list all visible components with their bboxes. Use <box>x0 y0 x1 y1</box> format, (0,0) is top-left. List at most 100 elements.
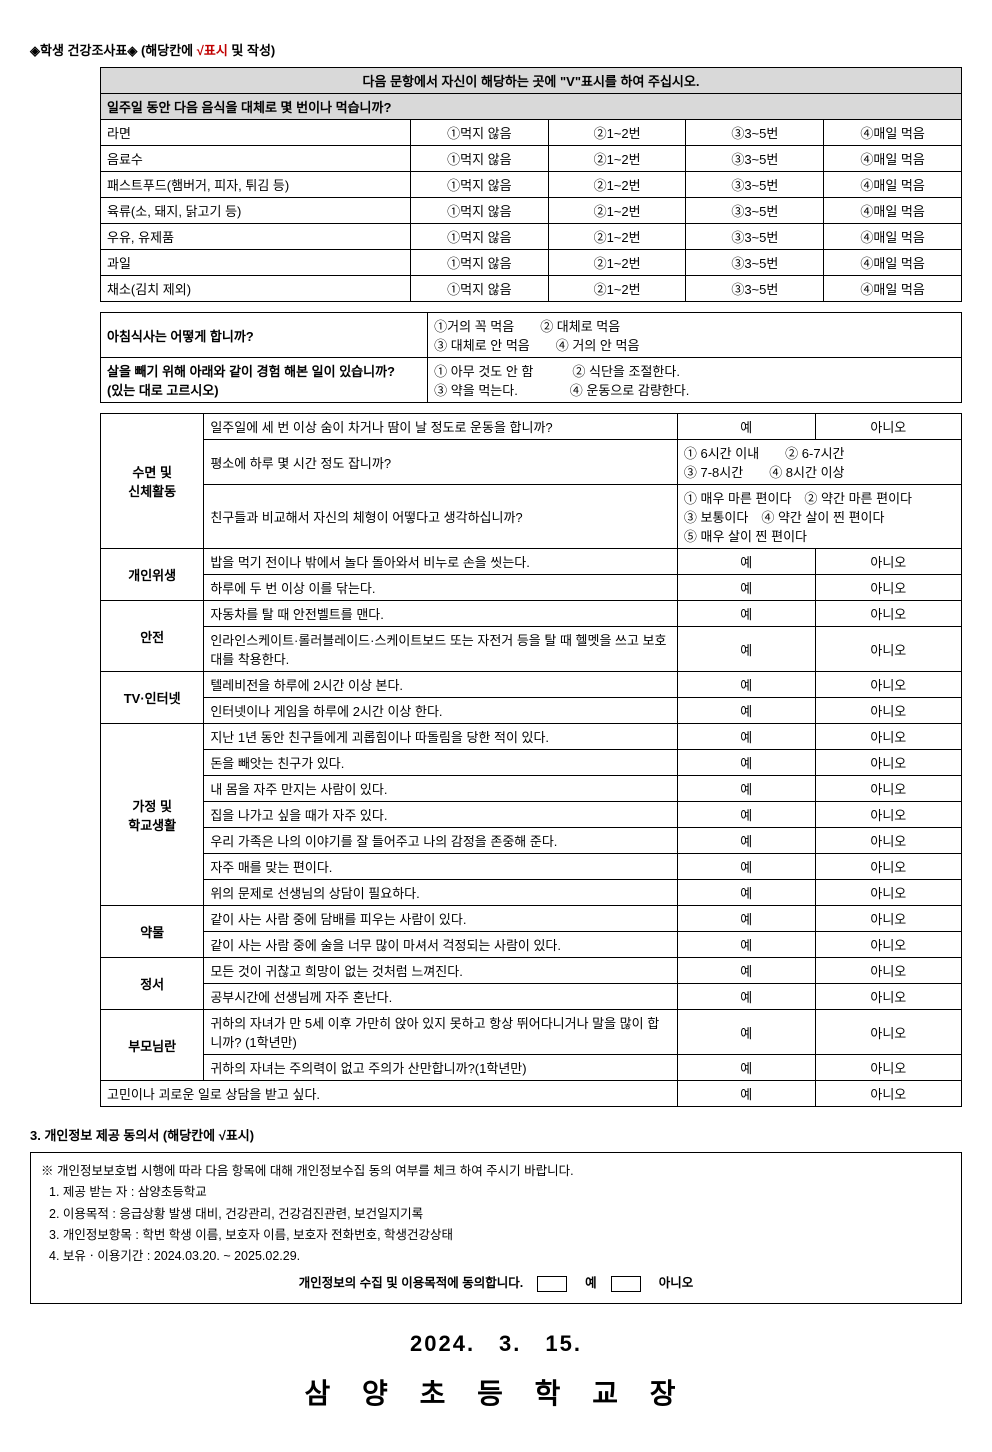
food-option[interactable]: ②1~2번 <box>548 172 686 198</box>
answer-yes[interactable]: 예 <box>677 601 815 627</box>
food-option[interactable]: ①먹지 않음 <box>410 120 548 146</box>
food-option[interactable]: ③3~5번 <box>686 146 824 172</box>
answer-yes[interactable]: 예 <box>677 802 815 828</box>
food-option[interactable]: ②1~2번 <box>548 224 686 250</box>
category-label: 약물 <box>101 906 204 958</box>
consent-yes-checkbox[interactable] <box>537 1276 567 1292</box>
answer-options[interactable]: ① 매우 마른 편이다 ② 약간 마른 편이다 ③ 보통이다 ④ 약간 살이 찐… <box>677 485 961 549</box>
consent-yes-label: 예 <box>585 1273 597 1294</box>
answer-yes[interactable]: 예 <box>677 906 815 932</box>
answer-no[interactable]: 아니오 <box>815 414 961 440</box>
answer-no[interactable]: 아니오 <box>815 880 961 906</box>
survey-question: 인터넷이나 게임을 하루에 2시간 이상 한다. <box>204 698 678 724</box>
food-option[interactable]: ④매일 먹음 <box>824 120 962 146</box>
food-option[interactable]: ③3~5번 <box>686 224 824 250</box>
answer-no[interactable]: 아니오 <box>815 802 961 828</box>
answer-no[interactable]: 아니오 <box>815 724 961 750</box>
answer-no[interactable]: 아니오 <box>815 906 961 932</box>
answer-options[interactable]: ① 6시간 이내 ② 6-7시간 ③ 7-8시간 ④ 8시간 이상 <box>677 440 961 485</box>
answer-yes[interactable]: 예 <box>677 1010 815 1055</box>
breakfast-diet-table: 아침식사는 어떻게 합니까? ①거의 꼭 먹음 ② 대체로 먹음 ③ 대체로 안… <box>100 312 962 403</box>
food-option[interactable]: ②1~2번 <box>548 146 686 172</box>
answer-no[interactable]: 아니오 <box>815 698 961 724</box>
answer-yes[interactable]: 예 <box>677 932 815 958</box>
food-option[interactable]: ④매일 먹음 <box>824 224 962 250</box>
answer-yes[interactable]: 예 <box>677 627 815 672</box>
food-option[interactable]: ③3~5번 <box>686 276 824 302</box>
consent-no-checkbox[interactable] <box>611 1276 641 1292</box>
survey-question: 같이 사는 사람 중에 담배를 피우는 사람이 있다. <box>204 906 678 932</box>
survey-question: 공부시간에 선생님께 자주 혼난다. <box>204 984 678 1010</box>
answer-no[interactable]: 아니오 <box>815 958 961 984</box>
answer-no[interactable]: 아니오 <box>815 1081 961 1107</box>
food-option[interactable]: ④매일 먹음 <box>824 250 962 276</box>
food-option[interactable]: ①먹지 않음 <box>410 146 548 172</box>
answer-no[interactable]: 아니오 <box>815 575 961 601</box>
answer-no[interactable]: 아니오 <box>815 549 961 575</box>
answer-no[interactable]: 아니오 <box>815 601 961 627</box>
answer-yes[interactable]: 예 <box>677 724 815 750</box>
answer-yes[interactable]: 예 <box>677 414 815 440</box>
answer-no[interactable]: 아니오 <box>815 627 961 672</box>
answer-no[interactable]: 아니오 <box>815 672 961 698</box>
survey-question: 자동차를 탈 때 안전벨트를 맨다. <box>204 601 678 627</box>
food-option[interactable]: ①먹지 않음 <box>410 276 548 302</box>
t2-q2: 살을 빼기 위해 아래와 같이 경험 해본 일이 있습니까? (있는 대로 고르… <box>101 358 428 403</box>
food-option[interactable]: ①먹지 않음 <box>410 172 548 198</box>
answer-no[interactable]: 아니오 <box>815 1055 961 1081</box>
food-option[interactable]: ①먹지 않음 <box>410 250 548 276</box>
category-label: 안전 <box>101 601 204 672</box>
food-option[interactable]: ④매일 먹음 <box>824 146 962 172</box>
answer-yes[interactable]: 예 <box>677 984 815 1010</box>
answer-yes[interactable]: 예 <box>677 549 815 575</box>
answer-no[interactable]: 아니오 <box>815 854 961 880</box>
consent-item: 3. 개인정보항목 : 학번 학생 이름, 보호자 이름, 보호자 전화번호, … <box>49 1225 951 1246</box>
answer-yes[interactable]: 예 <box>677 828 815 854</box>
answer-yes[interactable]: 예 <box>677 575 815 601</box>
food-option[interactable]: ③3~5번 <box>686 172 824 198</box>
answer-no[interactable]: 아니오 <box>815 1010 961 1055</box>
survey-question: 텔레비전을 하루에 2시간 이상 본다. <box>204 672 678 698</box>
answer-yes[interactable]: 예 <box>677 958 815 984</box>
food-option[interactable]: ②1~2번 <box>548 198 686 224</box>
food-option[interactable]: ②1~2번 <box>548 276 686 302</box>
answer-no[interactable]: 아니오 <box>815 984 961 1010</box>
answer-no[interactable]: 아니오 <box>815 932 961 958</box>
food-option[interactable]: ④매일 먹음 <box>824 198 962 224</box>
food-option[interactable]: ②1~2번 <box>548 120 686 146</box>
answer-yes[interactable]: 예 <box>677 750 815 776</box>
survey-question: 자주 매를 맞는 편이다. <box>204 854 678 880</box>
t2-opts1[interactable]: ①거의 꼭 먹음 ② 대체로 먹음 ③ 대체로 안 먹음 ④ 거의 안 먹음 <box>428 313 962 358</box>
answer-no[interactable]: 아니오 <box>815 750 961 776</box>
answer-yes[interactable]: 예 <box>677 672 815 698</box>
answer-yes[interactable]: 예 <box>677 776 815 802</box>
food-frequency-table: 다음 문항에서 자신이 해당하는 곳에 "V"표시를 하여 주십시오. 일주일 … <box>100 67 962 302</box>
food-option[interactable]: ①먹지 않음 <box>410 224 548 250</box>
survey-question: 귀하의 자녀가 만 5세 이후 가만히 앉아 있지 못하고 항상 뛰어다니거나 … <box>204 1010 678 1055</box>
t2-q1: 아침식사는 어떻게 합니까? <box>101 313 428 358</box>
consent-item: 4. 보유ㆍ이용기간 : 2024.03.20. ~ 2025.02.29. <box>49 1246 951 1267</box>
answer-yes[interactable]: 예 <box>677 1081 815 1107</box>
food-option[interactable]: ③3~5번 <box>686 198 824 224</box>
food-row-label: 패스트푸드(햄버거, 피자, 튀김 등) <box>101 172 411 198</box>
food-row-label: 과일 <box>101 250 411 276</box>
answer-no[interactable]: 아니오 <box>815 828 961 854</box>
food-option[interactable]: ③3~5번 <box>686 250 824 276</box>
table1-instruction: 다음 문항에서 자신이 해당하는 곳에 "V"표시를 하여 주십시오. <box>101 68 962 94</box>
answer-yes[interactable]: 예 <box>677 1055 815 1081</box>
food-row-label: 음료수 <box>101 146 411 172</box>
answer-yes[interactable]: 예 <box>677 854 815 880</box>
t2-opts2[interactable]: ① 아무 것도 안 함 ② 식단을 조절한다. ③ 약을 먹는다. ④ 운동으로… <box>428 358 962 403</box>
answer-yes[interactable]: 예 <box>677 698 815 724</box>
food-option[interactable]: ④매일 먹음 <box>824 172 962 198</box>
answer-yes[interactable]: 예 <box>677 880 815 906</box>
food-option[interactable]: ④매일 먹음 <box>824 276 962 302</box>
category-label: 가정 및 학교생활 <box>101 724 204 906</box>
food-option[interactable]: ②1~2번 <box>548 250 686 276</box>
page-title: ◈학생 건강조사표◈ (해당칸에 √표시 및 작성) <box>30 40 962 59</box>
survey-question: 일주일에 세 번 이상 숨이 차거나 땀이 날 정도로 운동을 합니까? <box>204 414 678 440</box>
food-option[interactable]: ③3~5번 <box>686 120 824 146</box>
category-label: 정서 <box>101 958 204 1010</box>
answer-no[interactable]: 아니오 <box>815 776 961 802</box>
food-option[interactable]: ①먹지 않음 <box>410 198 548 224</box>
